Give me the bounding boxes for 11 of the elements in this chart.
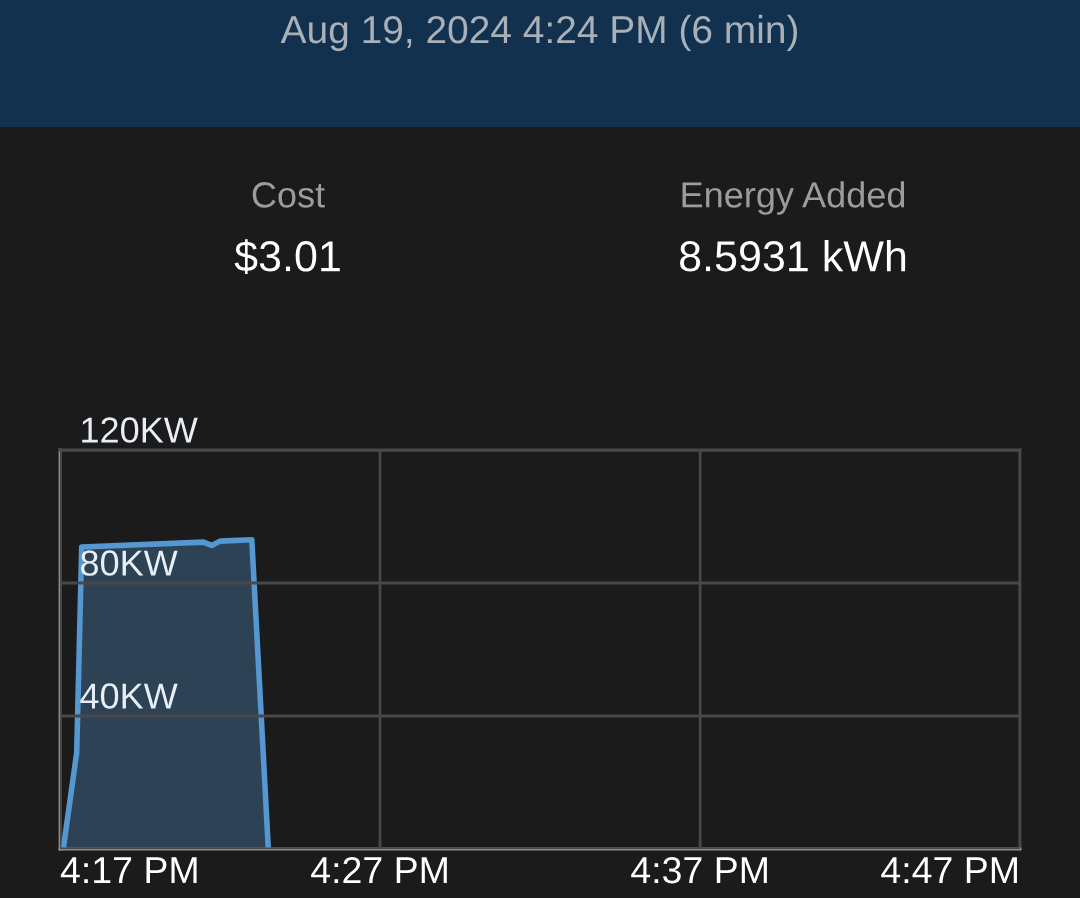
text: Energy Added (682, 181, 905, 215)
x-tick-label: 4:17 PM (60, 857, 197, 884)
text: 8.5931 kWh (680, 239, 906, 272)
y-tick-label: 40KW (80, 683, 178, 709)
x-tick-label: 4:27 PM (311, 856, 447, 884)
text: $3.01 (234, 239, 340, 275)
text: Cost (252, 182, 325, 208)
y-tick-label: 120KW (82, 417, 198, 443)
x-tick-label: 4:37 PM (631, 856, 767, 884)
x-tick-label: 4:47 PM (881, 857, 1017, 884)
chart-title: Aug 19, 2024 4:24 PM (6 min) (280, 14, 798, 52)
